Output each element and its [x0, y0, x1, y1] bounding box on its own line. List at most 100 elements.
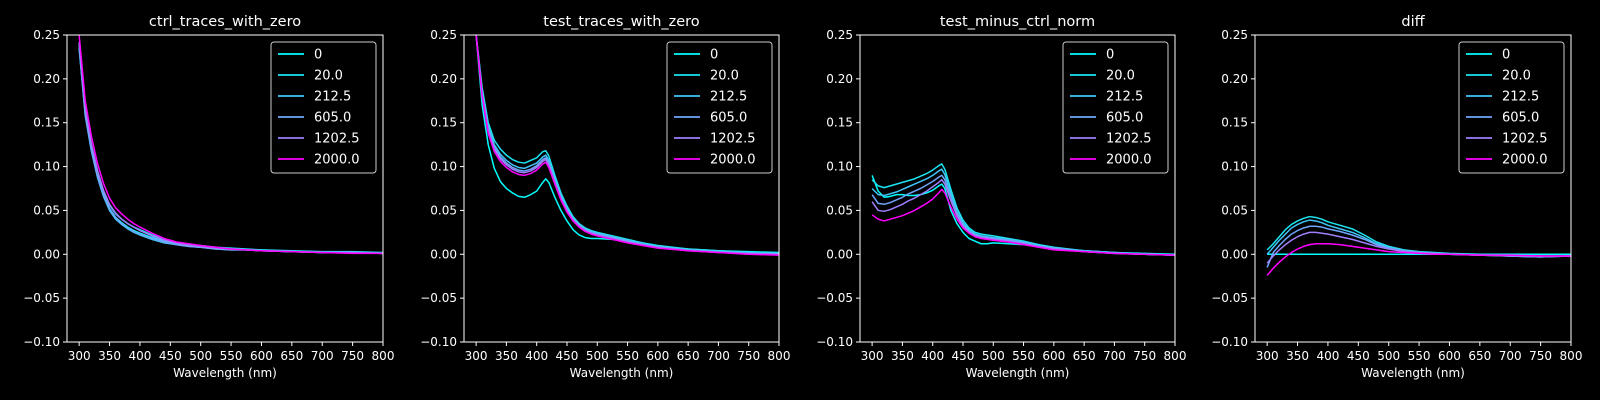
legend-entry: 605.0 [314, 111, 351, 126]
x-tick-label: 700 [707, 349, 730, 363]
axes-frame [66, 34, 384, 343]
x-tick-label: 350 [1286, 349, 1309, 363]
x-tick-label: 500 [189, 349, 212, 363]
y-tick-label: 0.05 [1221, 203, 1248, 217]
y-tick-label: 0.00 [33, 247, 60, 261]
series-line-20.0 [871, 163, 1175, 256]
x-tick-label: 500 [982, 349, 1005, 363]
y-tick-label: 0.20 [826, 72, 853, 86]
x-tick-label: 400 [525, 349, 548, 363]
y-tick-label: 0.20 [1221, 72, 1248, 86]
y-tick-label: 0.25 [1221, 28, 1248, 42]
x-tick-label: 600 [1438, 349, 1461, 363]
y-tick-label: 0.15 [1221, 116, 1248, 130]
y-tick-label: 0.00 [1221, 247, 1248, 261]
x-tick-label: 650 [677, 349, 700, 363]
legend-entry: 212.5 [710, 90, 747, 105]
series-line-2000.0 [475, 35, 779, 256]
x-tick-label: 700 [1103, 349, 1126, 363]
x-tick-label: 550 [616, 349, 639, 363]
y-tick-label: −0.05 [816, 291, 853, 305]
y-tick-label: −0.10 [420, 335, 457, 349]
series-line-2000.0 [1266, 243, 1571, 276]
legend-entry: 2000.0 [1502, 153, 1548, 168]
series-line-2000.0 [871, 188, 1175, 256]
x-tick-label: 400 [128, 349, 151, 363]
x-tick-label: 450 [1347, 349, 1370, 363]
y-tick-label: 0.10 [826, 160, 853, 174]
x-tick-label: 400 [1316, 349, 1339, 363]
y-tick-label: 0.25 [33, 28, 60, 42]
legend-entry: 2000.0 [710, 153, 756, 168]
legend-entry: 212.5 [1106, 90, 1143, 105]
x-tick-label: 750 [341, 349, 364, 363]
x-tick-label: 750 [1529, 349, 1552, 363]
x-tick-label: 650 [1073, 349, 1096, 363]
y-tick-label: 0.05 [33, 203, 60, 217]
legend-entry: 2000.0 [314, 153, 360, 168]
legend-entry: 20.0 [314, 69, 343, 84]
x-tick-label: 800 [768, 349, 791, 363]
x-tick-label: 450 [159, 349, 182, 363]
series-line-20.0 [475, 35, 779, 255]
x-tick-label: 700 [1499, 349, 1522, 363]
y-tick-label: 0.20 [33, 72, 60, 86]
y-tick-label: −0.05 [23, 291, 60, 305]
x-tick-label: 500 [586, 349, 609, 363]
y-tick-label: 0.05 [826, 203, 853, 217]
y-tick-label: −0.05 [420, 291, 457, 305]
legend-entry: 0 [1106, 48, 1114, 63]
y-tick-label: 0.15 [826, 116, 853, 130]
chart-title: ctrl_traces_with_zero [149, 14, 301, 30]
legend-entry: 605.0 [1502, 111, 1539, 126]
x-tick-label: 300 [861, 349, 884, 363]
x-tick-label: 300 [68, 349, 91, 363]
y-tick-label: 0.15 [33, 116, 60, 130]
legend-entry: 20.0 [710, 69, 739, 84]
chart-title: test_minus_ctrl_norm [940, 14, 1095, 30]
y-tick-label: 0.00 [826, 247, 853, 261]
x-tick-label: 800 [372, 349, 395, 363]
legend-entry: 0 [1502, 48, 1510, 63]
legend-entry: 2000.0 [1106, 153, 1152, 168]
series-lines [78, 35, 383, 255]
x-tick-label: 600 [250, 349, 273, 363]
x-tick-label: 600 [1042, 349, 1065, 363]
x-tick-label: 300 [1256, 349, 1279, 363]
axes-frame [859, 34, 1176, 343]
y-tick-label: 0.10 [1221, 160, 1248, 174]
chart-panel-3: 300 350 400 450 500 550 600 650 700 750 800 −0.10 −0… [816, 14, 1186, 380]
x-axis-label: Wavelength (nm) [173, 366, 277, 380]
x-tick-label: 300 [465, 349, 488, 363]
legend: 0 20.0 212.5 605.0 1202.5 2000.0 [1062, 41, 1169, 174]
legend-entry: 212.5 [1502, 90, 1539, 105]
chart-title: test_traces_with_zero [543, 14, 700, 30]
x-tick-label: 500 [1377, 349, 1400, 363]
y-tick-label: 0.05 [430, 203, 457, 217]
legend-entry: 605.0 [710, 111, 747, 126]
x-tick-label: 750 [737, 349, 760, 363]
axes-frame [463, 34, 780, 343]
axes-frame [1254, 34, 1572, 343]
x-tick-label: 600 [646, 349, 669, 363]
x-tick-label: 550 [220, 349, 243, 363]
chart-panel-2: 300 350 400 450 500 550 600 650 700 750 800 −0.10 −0… [420, 14, 790, 380]
x-tick-label: 550 [1012, 349, 1035, 363]
x-axis-label: Wavelength (nm) [1361, 366, 1465, 380]
y-tick-label: −0.10 [23, 335, 60, 349]
series-lines [871, 163, 1175, 256]
legend: 0 20.0 212.5 605.0 1202.5 2000.0 [270, 41, 377, 174]
legend-entry: 1202.5 [1106, 132, 1152, 147]
series-line-1202.5 [1266, 231, 1571, 264]
series-lines [475, 35, 779, 256]
legend-entry: 212.5 [314, 90, 351, 105]
y-tick-label: 0.10 [430, 160, 457, 174]
x-tick-label: 800 [1560, 349, 1583, 363]
legend-entry: 1202.5 [314, 132, 360, 147]
y-tick-label: 0.25 [430, 28, 457, 42]
chart-panel-1: 300 350 400 450 500 550 600 650 700 750 800 −0.10 −0… [23, 14, 394, 380]
y-tick-label: −0.05 [1211, 291, 1248, 305]
legend: 0 20.0 212.5 605.0 1202.5 2000.0 [666, 41, 773, 174]
series-line-1202.5 [871, 178, 1175, 256]
